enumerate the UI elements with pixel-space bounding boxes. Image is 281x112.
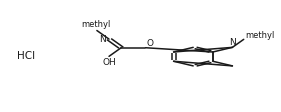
Text: OH: OH [102, 58, 116, 67]
Text: methyl: methyl [81, 20, 110, 29]
Text: O: O [146, 38, 153, 47]
Text: N: N [99, 35, 106, 44]
Text: N: N [229, 38, 236, 46]
Text: HCl: HCl [17, 51, 35, 61]
Text: methyl: methyl [245, 30, 275, 39]
